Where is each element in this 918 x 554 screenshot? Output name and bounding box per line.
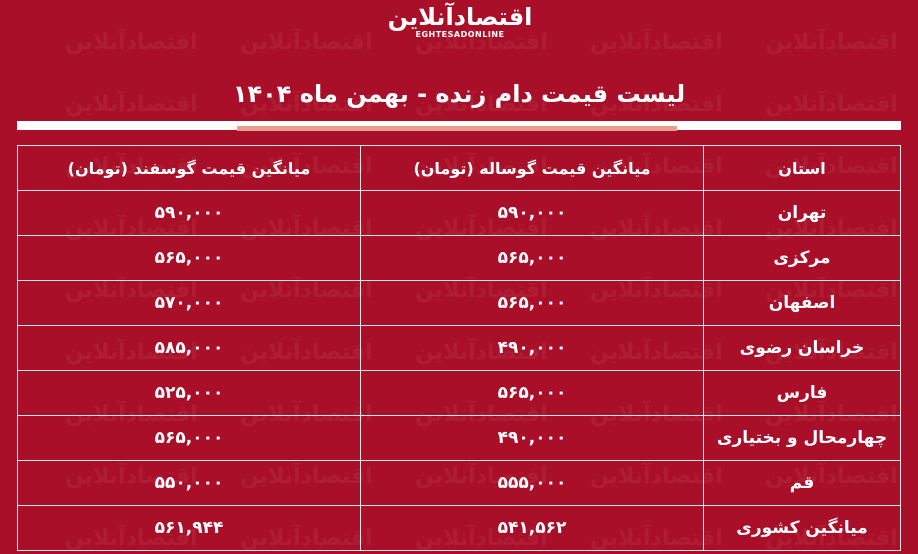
sheep-price-cell: ۵۶۱,۹۴۴ [17, 505, 361, 551]
province-cell: قم [703, 460, 901, 506]
province-cell: مرکزی [703, 235, 901, 281]
sheep-price-cell: ۵۹۰,۰۰۰ [17, 190, 361, 236]
table-row: مرکزی ۵۶۵,۰۰۰ ۵۶۵,۰۰۰ [17, 235, 901, 281]
calf-price-cell: ۵۵۵,۰۰۰ [360, 460, 704, 506]
province-cell: تهران [703, 190, 901, 236]
table-row: قم ۵۵۵,۰۰۰ ۵۵۰,۰۰۰ [17, 460, 901, 506]
calf-price-cell: ۴۹۰,۰۰۰ [360, 415, 704, 461]
logo-english: EGHTESADONLINE [415, 30, 505, 39]
header-calf-price: میانگین قیمت گوساله (تومان) [360, 145, 704, 191]
logo-persian: اقتصادآنلاین [387, 3, 534, 31]
sheep-price-cell: ۵۵۰,۰۰۰ [17, 460, 361, 506]
province-cell: خراسان رضوی [703, 325, 901, 371]
calf-price-cell: ۵۹۰,۰۰۰ [360, 190, 704, 236]
sheep-price-cell: ۵۶۵,۰۰۰ [17, 415, 361, 461]
table-row: فارس ۵۶۵,۰۰۰ ۵۲۵,۰۰۰ [17, 370, 901, 416]
header-province: استان [703, 145, 901, 191]
table-row: خراسان رضوی ۴۹۰,۰۰۰ ۵۸۵,۰۰۰ [17, 325, 901, 371]
calf-price-cell: ۵۶۵,۰۰۰ [360, 280, 704, 326]
table-row: چهارمحال و بختیاری ۴۹۰,۰۰۰ ۵۶۵,۰۰۰ [17, 415, 901, 461]
province-cell: میانگین کشوری [703, 505, 901, 551]
calf-price-cell: ۴۹۰,۰۰۰ [360, 325, 704, 371]
calf-price-cell: ۵۶۵,۰۰۰ [360, 235, 704, 281]
sheep-price-cell: ۵۸۵,۰۰۰ [17, 325, 361, 371]
sheep-price-cell: ۵۲۵,۰۰۰ [17, 370, 361, 416]
price-table: استان میانگین قیمت گوساله (تومان) میانگی… [17, 145, 901, 551]
sheep-price-cell: ۵۷۰,۰۰۰ [17, 280, 361, 326]
province-cell: اصفهان [703, 280, 901, 326]
table-header-row: استان میانگین قیمت گوساله (تومان) میانگی… [17, 145, 901, 191]
province-cell: فارس [703, 370, 901, 416]
province-cell: چهارمحال و بختیاری [703, 415, 901, 461]
title-divider-accent [237, 126, 677, 131]
calf-price-cell: ۵۶۵,۰۰۰ [360, 370, 704, 416]
watermark-logo: اقتصادآنلاین [65, 30, 198, 55]
watermark-logo: اقتصادآنلاین [240, 30, 373, 55]
brand-logo: اقتصادآنلاین EGHTESADONLINE [380, 4, 540, 46]
sheep-price-cell: ۵۶۵,۰۰۰ [17, 235, 361, 281]
header-sheep-price: میانگین قیمت گوسفند (تومان) [17, 145, 361, 191]
table-row: تهران ۵۹۰,۰۰۰ ۵۹۰,۰۰۰ [17, 190, 901, 236]
calf-price-cell: ۵۴۱,۵۶۲ [360, 505, 704, 551]
title-divider [17, 121, 901, 130]
table-row: میانگین کشوری ۵۴۱,۵۶۲ ۵۶۱,۹۴۴ [17, 505, 901, 551]
watermark-logo: اقتصادآنلاین [590, 30, 723, 55]
page-title: لیست قیمت دام زنده - بهمن ماه ۱۴۰۴ [232, 80, 686, 108]
table-row: اصفهان ۵۶۵,۰۰۰ ۵۷۰,۰۰۰ [17, 280, 901, 326]
watermark-logo: اقتصادآنلاین [765, 30, 898, 55]
